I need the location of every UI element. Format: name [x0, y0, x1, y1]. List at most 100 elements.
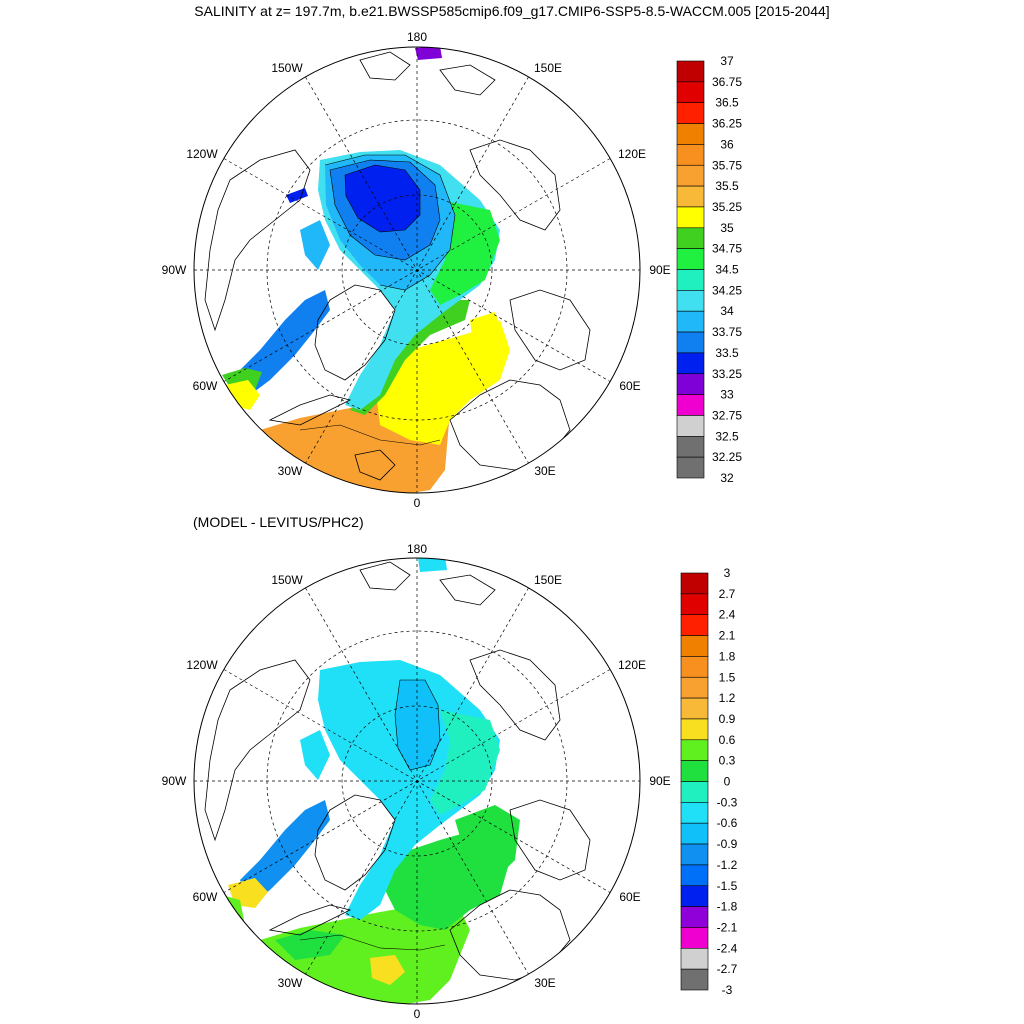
salinity-colorbar-label-14: 33.5	[715, 346, 739, 360]
beaufort-gyre-core	[345, 165, 420, 232]
salinity-colorbar-label-6: 35.5	[715, 179, 739, 193]
difference-colorbar-label-7: 0.9	[719, 712, 736, 726]
salinity-colorbar-swatch-9	[676, 248, 705, 270]
lon-label-0: 0	[414, 496, 421, 510]
salinity-colorbar-swatch-13	[676, 331, 705, 354]
figure-title: SALINITY at z= 197.7m, b.e21.BWSSP585cmi…	[194, 3, 830, 19]
difference-colorbar-label-2: 2.4	[719, 608, 736, 622]
lon-label-90e: 90E	[649, 263, 670, 277]
difference-colorbar-label-16: -1.8	[717, 900, 738, 914]
salinity-colorbar-swatch-0	[676, 60, 705, 83]
difference-colorbar: 3 2.7 2.4 2.1 1.8 1.5 1.2 0.9 0.6 0.3 0 -0.3 -0.6 -0.…	[680, 566, 738, 997]
greenland-sea-dark-green	[275, 930, 345, 960]
lon-label-30e: 30E	[534, 464, 555, 478]
lon-label-120w: 120W	[186, 658, 218, 672]
lon-label-180: 180	[407, 542, 427, 556]
salinity-colorbar-label-7: 35.25	[712, 200, 742, 214]
difference-colorbar-swatch-11	[680, 802, 709, 824]
difference-colorbar-label-19: -2.7	[717, 962, 738, 976]
map-boundary	[193, 46, 641, 494]
difference-colorbar-label-20: -3	[722, 983, 733, 997]
salinity-colorbar-swatch-7	[676, 206, 705, 229]
barents-green-region	[455, 805, 520, 880]
salinity-colorbar-swatch-3	[676, 123, 705, 145]
salinity-colorbar-swatch-8	[676, 227, 705, 249]
salinity-colorbar-label-4: 36	[720, 137, 734, 151]
lon-label-0: 0	[414, 1007, 421, 1021]
lon-label-180: 180	[407, 30, 427, 44]
difference-colorbar-swatch-10	[680, 781, 709, 803]
lon-label-120w: 120W	[186, 147, 218, 161]
difference-colorbar-label-11: -0.3	[717, 795, 738, 809]
salinity-colorbar-label-1: 36.75	[712, 75, 742, 89]
lat-lon-grid-bottom	[194, 558, 640, 1004]
difference-polar-map: 180 150E 120E 90E 60E 30E 0 30W 60W 90W …	[162, 542, 671, 1021]
difference-colorbar-swatch-7	[680, 718, 709, 741]
difference-colorbar-swatch-0	[680, 572, 709, 595]
salinity-colorbar-label-16: 33	[720, 388, 734, 402]
lon-label-150w: 150W	[271, 61, 303, 75]
difference-colorbar-label-14: -1.2	[717, 858, 738, 872]
difference-colorbar-swatch-16	[680, 906, 709, 928]
difference-contours	[299, 679, 446, 951]
salinity-colorbar-swatch-4	[676, 144, 705, 166]
salinity-contours	[299, 154, 456, 446]
eurasian-turquoise	[430, 710, 500, 815]
salinity-colorbar-label-11: 34.25	[712, 283, 742, 297]
difference-colorbar-swatch-9	[680, 760, 709, 782]
salinity-colorbar-swatch-16	[676, 394, 705, 416]
salinity-colorbar-label-5: 35.75	[712, 158, 742, 172]
lon-label-60w: 60W	[193, 379, 218, 393]
difference-colorbar-label-15: -1.5	[717, 879, 738, 893]
lon-label-60e: 60E	[619, 890, 640, 904]
salinity-colorbar-swatch-6	[676, 185, 705, 208]
salinity-colorbar-label-0: 37	[720, 54, 734, 68]
salinity-colorbar-swatch-15	[676, 373, 705, 395]
salinity-colorbar-swatch-17	[676, 415, 705, 437]
bering-purple-patch	[415, 47, 442, 60]
difference-colorbar-swatch-12	[680, 822, 709, 845]
difference-colorbar-label-13: -0.9	[717, 837, 738, 851]
difference-colorbar-swatch-4	[680, 656, 709, 678]
salinity-colorbar-label-19: 32.25	[712, 450, 742, 464]
lon-label-120e: 120E	[618, 658, 646, 672]
eurasian-basin-green	[430, 200, 500, 305]
lon-label-90w: 90W	[162, 774, 187, 788]
salinity-colorbar-label-18: 32.5	[715, 429, 739, 443]
difference-colorbar-label-6: 1.2	[719, 691, 736, 705]
difference-colorbar-label-8: 0.6	[719, 733, 736, 747]
lon-label-90w: 90W	[162, 263, 187, 277]
difference-colorbar-swatch-13	[680, 843, 709, 866]
canadian-archipelago-blue	[300, 220, 330, 270]
central-basin-blue	[395, 680, 440, 770]
salinity-colorbar-swatch-1	[676, 81, 705, 103]
salinity-colorbar-label-20: 32	[720, 471, 734, 485]
difference-colorbar-swatch-15	[680, 885, 709, 907]
salinity-colorbar-label-3: 36.25	[712, 117, 742, 131]
salinity-colorbar-swatch-18	[676, 435, 705, 458]
difference-colorbar-label-1: 2.7	[719, 587, 736, 601]
coastlines	[204, 51, 591, 481]
difference-colorbar-swatch-17	[680, 927, 709, 949]
salinity-colorbar-swatch-10	[676, 269, 705, 291]
lon-label-30w: 30W	[278, 976, 303, 990]
difference-subtitle: (MODEL - LEVITUS/PHC2)	[193, 514, 364, 530]
bering-cyan-diff	[418, 558, 447, 572]
difference-colorbar-swatch-5	[680, 676, 709, 699]
salinity-colorbar-label-2: 36.5	[715, 96, 739, 110]
difference-colorbar-label-9: 0.3	[719, 754, 736, 768]
baffin-bay-region	[240, 290, 330, 395]
difference-colorbar-label-17: -2.1	[717, 920, 738, 934]
lon-label-60e: 60E	[619, 379, 640, 393]
lon-label-60w: 60W	[193, 890, 218, 904]
lon-label-30e: 30E	[534, 976, 555, 990]
difference-colorbar-label-12: -0.6	[717, 816, 738, 830]
lon-label-150e: 150E	[534, 61, 562, 75]
difference-colorbar-swatch-2	[680, 614, 709, 636]
difference-colorbar-label-0: 3	[724, 566, 731, 580]
lat-lon-grid	[194, 47, 640, 493]
salinity-colorbar-label-10: 34.5	[715, 263, 739, 277]
difference-colorbar-swatch-1	[680, 593, 709, 615]
lon-label-90e: 90E	[649, 774, 670, 788]
difference-colorbar-label-3: 2.1	[719, 629, 736, 643]
